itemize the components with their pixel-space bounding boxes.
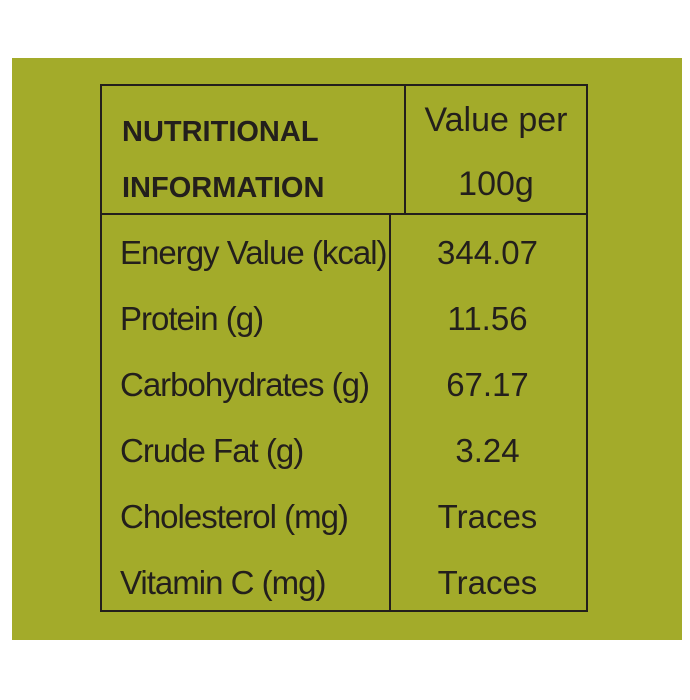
table-row: Energy Value (kcal) 344.07: [102, 220, 586, 286]
table-body: Energy Value (kcal) 344.07 Protein (g) 11.5…: [102, 220, 586, 616]
header-nutrient: NUTRITIONAL INFORMATION: [122, 104, 324, 216]
table-header: NUTRITIONAL INFORMATION Value per 100g: [102, 86, 586, 215]
table-row: Cholesterol (mg) Traces: [102, 484, 586, 550]
nutrient-name: Protein (g): [120, 300, 264, 337]
label-panel: NUTRITIONAL INFORMATION Value per 100g E…: [12, 58, 682, 640]
nutrient-value: 344.07: [437, 234, 538, 271]
nutrient-name: Energy Value (kcal): [120, 234, 388, 271]
header-text: INFORMATION: [122, 172, 325, 204]
header-text: 100g: [458, 165, 534, 203]
nutrient-value: 3.24: [455, 432, 520, 469]
nutrient-value: Traces: [437, 498, 538, 535]
column-divider: [404, 86, 406, 213]
nutrient-value: Traces: [437, 564, 538, 601]
header-text: NUTRITIONAL: [122, 116, 319, 148]
table-row: Protein (g) 11.56: [102, 286, 586, 352]
nutrient-name: Carbohydrates (g): [120, 366, 370, 403]
header-text: Value per: [424, 101, 568, 139]
nutrient-name: Crude Fat (g): [120, 432, 304, 469]
table-row: Carbohydrates (g) 67.17: [102, 352, 586, 418]
table-row: Crude Fat (g) 3.24: [102, 418, 586, 484]
nutrient-name: Cholesterol (mg): [120, 498, 349, 535]
table-row: Vitamin C (mg) Traces: [102, 550, 586, 616]
column-divider: [389, 215, 391, 610]
nutrient-value: 11.56: [447, 300, 528, 337]
nutrient-value: 67.17: [446, 366, 529, 403]
header-value: Value per 100g: [406, 88, 586, 216]
nutrition-table: NUTRITIONAL INFORMATION Value per 100g E…: [100, 84, 588, 612]
nutrient-name: Vitamin C (mg): [120, 564, 326, 601]
